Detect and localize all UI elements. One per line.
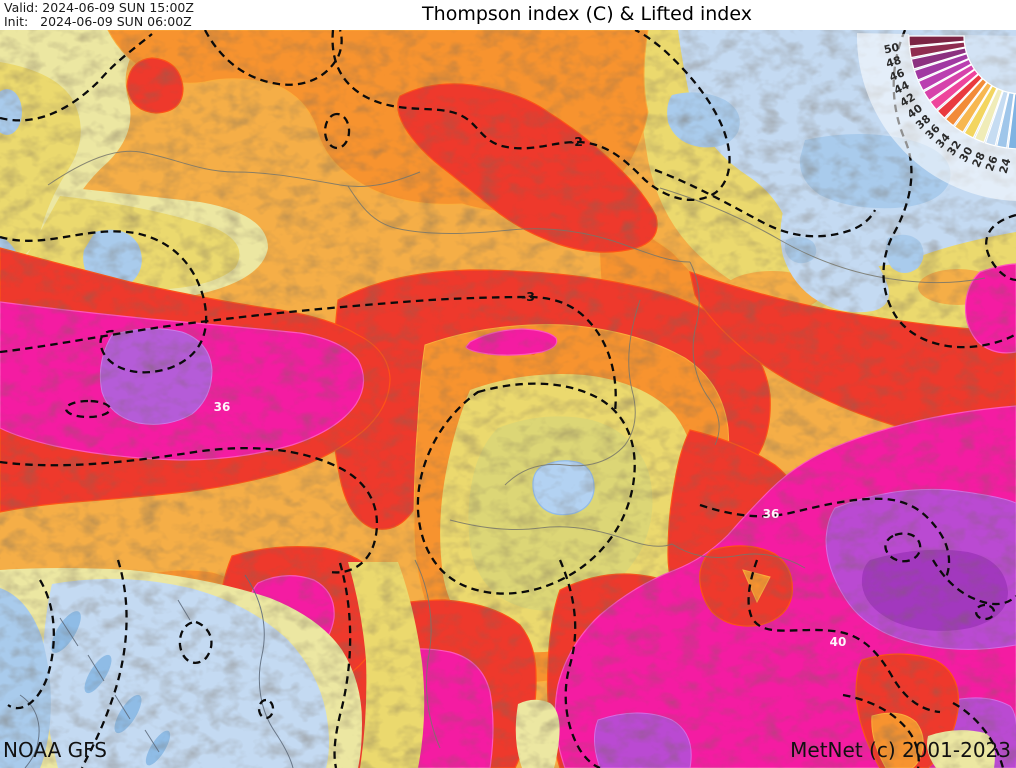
legend-wedge-10 (963, 85, 998, 139)
legend-wedge-11 (973, 87, 1004, 144)
header-bar: Valid: 2024-06-09 SUN 15:00Z Init: 2024-… (0, 0, 1016, 30)
copyright-credit: MetNet (c) 2001-2023 (790, 738, 1011, 762)
init-time-label: Init: 2024-06-09 SUN 06:00Z (4, 14, 192, 29)
legend-hub (963, 35, 1016, 94)
model-credit: NOAA GFS (3, 738, 107, 762)
legend-value-50: 50 (883, 41, 901, 57)
legend-wedge-7 (936, 73, 984, 119)
thompson-label-36: 36 (763, 507, 780, 521)
legend-wedge-9 (953, 81, 993, 134)
legend-wedge-14 (1007, 92, 1016, 150)
legend-wedge-13 (995, 91, 1015, 149)
legend-wedge-3 (913, 52, 970, 81)
legend-wedge-6 (929, 68, 979, 111)
legend-value-48: 48 (884, 54, 902, 71)
legend-wedge-2 (910, 47, 968, 70)
legend-value-46: 46 (887, 66, 906, 84)
lifted-contour-labels: -2 -3 (521, 134, 583, 304)
legend-band (856, 33, 1016, 201)
legend-wedge-4 (917, 58, 973, 92)
terrain-texture (0, 30, 1016, 768)
lifted-label--2: -2 (569, 134, 583, 149)
page-title: Thompson index (C) & Lifted index (422, 3, 752, 25)
thompson-contour-labels: 36 36 40 (214, 400, 847, 649)
lifted-label--3: -3 (521, 289, 535, 304)
thompson-label-40: 40 (830, 635, 847, 649)
run-info: Valid: 2024-06-09 SUN 15:00Z Init: 2024-… (4, 1, 194, 29)
legend-wedge-5 (922, 63, 976, 102)
legend-wedge-12 (984, 90, 1009, 147)
legend-wedge-8 (944, 77, 988, 127)
legend-value-24: 24 (997, 156, 1014, 175)
valid-time-label: Valid: 2024-06-09 SUN 15:00Z (4, 0, 194, 15)
legend-value-44: 44 (892, 78, 912, 97)
legend-wedge-0 (908, 35, 965, 47)
legend-value-26: 26 (983, 154, 1001, 173)
country-borders (19, 150, 986, 768)
legend-value-28: 28 (970, 150, 988, 169)
legend-wedge-1 (908, 41, 966, 59)
thompson-label-36: 36 (214, 400, 231, 414)
